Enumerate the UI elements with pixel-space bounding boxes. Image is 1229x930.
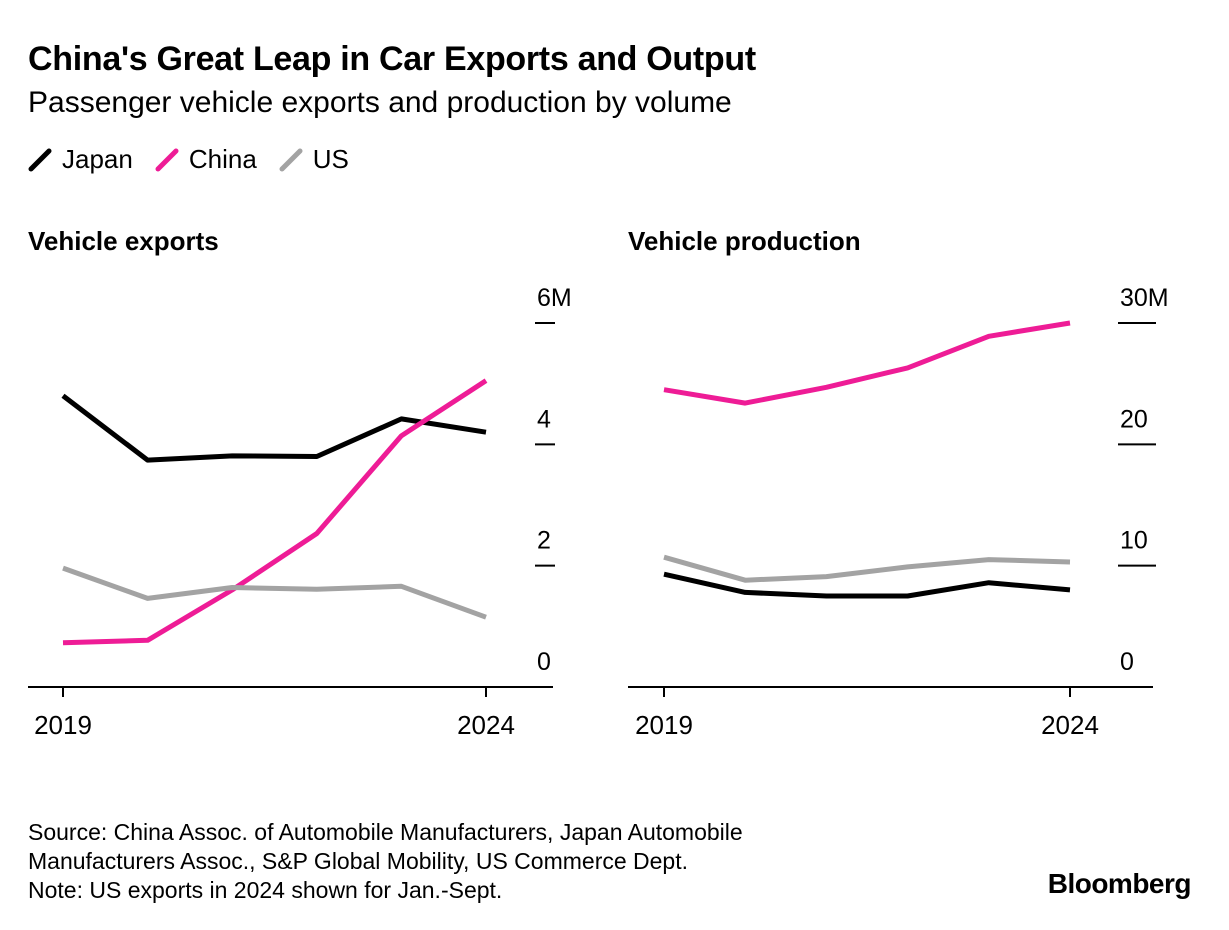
source-line-1: Source: China Assoc. of Automobile Manuf… <box>28 819 743 845</box>
chart-title: China's Great Leap in Car Exports and Ou… <box>28 40 756 78</box>
production-series-china <box>663 320 1071 406</box>
exports-series-japan <box>61 393 487 463</box>
legend-swatch-japan <box>28 148 52 171</box>
legend-label-japan: Japan <box>62 144 133 174</box>
legend-swatch-china <box>155 148 179 171</box>
legend-item-japan: Japan <box>28 144 133 175</box>
production-x-tick-label: 2024 <box>1041 710 1099 740</box>
production-x-tick-label: 2019 <box>635 710 693 740</box>
legend-item-us: US <box>279 144 349 175</box>
legend-swatch-us <box>279 148 303 171</box>
exports-x-tick-label: 2019 <box>34 710 92 740</box>
legend-item-china: China <box>155 144 257 175</box>
production-series-us <box>663 554 1071 583</box>
production-y-tick-label: 20 <box>1120 405 1148 433</box>
legend-label-us: US <box>312 144 349 174</box>
bloomberg-logo: Bloomberg <box>1047 868 1192 899</box>
chart-subtitle: Passenger vehicle exports and production… <box>28 86 732 119</box>
exports-x-tick-label: 2024 <box>457 710 515 740</box>
legend-label-china: China <box>188 144 257 174</box>
production-series-japan <box>663 571 1071 599</box>
source-line-2: Manufacturers Assoc., S&P Global Mobilit… <box>28 848 689 874</box>
exports-y-tick-label: 6M <box>537 284 572 312</box>
production-y-tick-label: 10 <box>1120 527 1148 555</box>
exports-series-china <box>62 378 488 646</box>
production-y-tick-label: 0 <box>1120 648 1134 676</box>
exports-series-us <box>62 565 487 620</box>
exports-y-tick-label: 4 <box>537 405 551 433</box>
exports-y-tick-label: 2 <box>537 527 551 555</box>
footer: Source: China Assoc. of Automobile Manuf… <box>28 818 743 905</box>
production-panel-title: Vehicle production <box>628 226 861 256</box>
exports-y-tick-label: 0 <box>537 648 551 676</box>
legend: Japan China US <box>28 144 349 175</box>
production-y-tick-label: 30M <box>1120 284 1169 312</box>
footer-note: Note: US exports in 2024 shown for Jan.-… <box>28 877 503 903</box>
exports-panel-title: Vehicle exports <box>28 226 219 256</box>
